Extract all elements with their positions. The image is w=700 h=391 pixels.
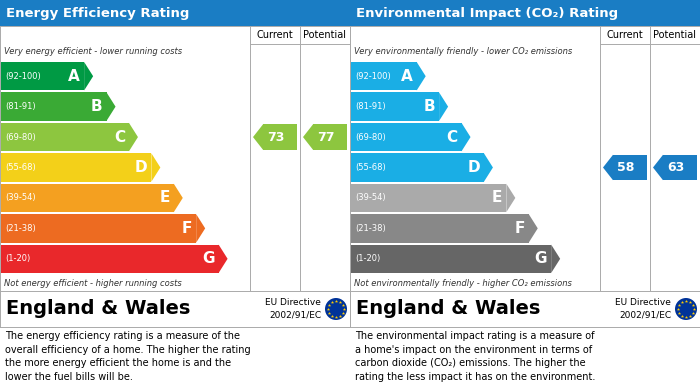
Bar [1, 245, 218, 273]
Text: 58: 58 [617, 161, 635, 174]
Bar [351, 184, 506, 212]
Bar [351, 62, 416, 90]
Bar [663, 155, 697, 180]
Polygon shape [174, 184, 183, 212]
Text: (21-38): (21-38) [5, 224, 36, 233]
Polygon shape [218, 245, 228, 273]
Text: F: F [514, 221, 525, 236]
Polygon shape [653, 155, 663, 180]
Text: Not environmentally friendly - higher CO₂ emissions: Not environmentally friendly - higher CO… [354, 278, 572, 287]
Text: (21-38): (21-38) [355, 224, 386, 233]
Text: (92-100): (92-100) [355, 72, 391, 81]
Text: F: F [182, 221, 192, 236]
Text: C: C [447, 129, 458, 145]
Bar [351, 92, 439, 121]
Polygon shape [303, 124, 313, 150]
Text: G: G [535, 251, 547, 266]
Text: Potential: Potential [304, 30, 346, 40]
Text: Not energy efficient - higher running costs: Not energy efficient - higher running co… [4, 278, 182, 287]
Text: (1-20): (1-20) [355, 254, 380, 263]
Text: Current: Current [257, 30, 293, 40]
Text: (81-91): (81-91) [5, 102, 36, 111]
Polygon shape [506, 184, 515, 212]
Text: 73: 73 [267, 131, 285, 143]
Bar [351, 153, 484, 182]
Text: Current: Current [607, 30, 643, 40]
Polygon shape [196, 214, 205, 242]
Circle shape [675, 298, 697, 320]
Text: E: E [160, 190, 170, 205]
Text: 77: 77 [317, 131, 335, 143]
Text: D: D [468, 160, 480, 175]
Bar [351, 214, 528, 242]
Text: (69-80): (69-80) [355, 133, 386, 142]
Polygon shape [129, 123, 138, 151]
Bar [1, 62, 84, 90]
Bar [1, 214, 196, 242]
Bar [613, 155, 647, 180]
Text: Energy Efficiency Rating: Energy Efficiency Rating [6, 7, 190, 20]
Bar [1, 123, 129, 151]
Text: 63: 63 [667, 161, 685, 174]
Polygon shape [253, 124, 263, 150]
Text: (81-91): (81-91) [355, 102, 386, 111]
Polygon shape [84, 62, 93, 90]
Text: (92-100): (92-100) [5, 72, 41, 81]
Text: The environmental impact rating is a measure of
a home's impact on the environme: The environmental impact rating is a mea… [355, 331, 596, 382]
Polygon shape [603, 155, 613, 180]
Text: (55-68): (55-68) [5, 163, 36, 172]
Text: (39-54): (39-54) [5, 194, 36, 203]
Text: B: B [424, 99, 435, 114]
Bar [0, 291, 350, 327]
Text: G: G [202, 251, 215, 266]
Bar [263, 124, 297, 150]
Text: D: D [134, 160, 148, 175]
Text: E: E [492, 190, 503, 205]
Text: Environmental Impact (CO₂) Rating: Environmental Impact (CO₂) Rating [356, 7, 618, 20]
Polygon shape [551, 245, 560, 273]
Text: Potential: Potential [654, 30, 696, 40]
Text: (1-20): (1-20) [5, 254, 30, 263]
Bar [350, 0, 700, 26]
Text: Very environmentally friendly - lower CO₂ emissions: Very environmentally friendly - lower CO… [354, 47, 573, 57]
Bar [351, 245, 551, 273]
Text: The energy efficiency rating is a measure of the
overall efficiency of a home. T: The energy efficiency rating is a measur… [5, 331, 251, 382]
Polygon shape [439, 92, 448, 121]
Text: C: C [114, 129, 125, 145]
Bar [1, 184, 174, 212]
Text: (69-80): (69-80) [5, 133, 36, 142]
Text: A: A [69, 69, 80, 84]
Polygon shape [484, 153, 493, 182]
Bar [313, 124, 347, 150]
Text: A: A [401, 69, 413, 84]
Text: (39-54): (39-54) [355, 194, 386, 203]
Text: England & Wales: England & Wales [356, 300, 540, 319]
Polygon shape [106, 92, 116, 121]
Text: B: B [91, 99, 102, 114]
Bar [351, 123, 461, 151]
Text: Very energy efficient - lower running costs: Very energy efficient - lower running co… [4, 47, 182, 57]
Text: EU Directive
2002/91/EC: EU Directive 2002/91/EC [265, 298, 321, 320]
Circle shape [325, 298, 347, 320]
Text: (55-68): (55-68) [355, 163, 386, 172]
Bar [1, 92, 106, 121]
Text: England & Wales: England & Wales [6, 300, 190, 319]
Polygon shape [461, 123, 470, 151]
Bar [0, 0, 350, 26]
Bar [1, 153, 151, 182]
Polygon shape [528, 214, 538, 242]
Polygon shape [416, 62, 426, 90]
Text: EU Directive
2002/91/EC: EU Directive 2002/91/EC [615, 298, 671, 320]
Bar [350, 291, 700, 327]
Polygon shape [151, 153, 160, 182]
